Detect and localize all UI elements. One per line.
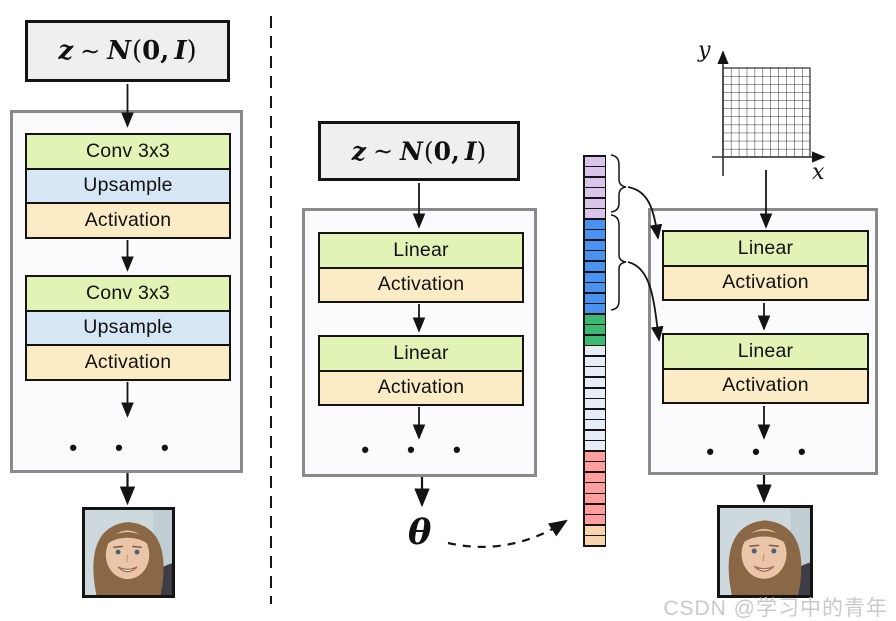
face-illustration	[720, 508, 810, 595]
generated-face-image-left	[82, 507, 175, 598]
vector-cell-blue	[584, 230, 605, 240]
mlp-block-group-2: Linear Activation	[662, 333, 869, 404]
paren-close: )	[476, 136, 487, 166]
generated-face-image-right	[717, 505, 813, 598]
vector-cell-blue	[584, 240, 605, 250]
face-illustration	[85, 510, 172, 595]
conv-block-group-1: Conv 3x3 Upsample Activation	[25, 133, 231, 239]
vector-cell-pale-blue	[584, 430, 605, 440]
ellipsis-middle: • • •	[361, 437, 477, 462]
vector-cell-salmon	[584, 515, 605, 525]
conv-block-group-2: Conv 3x3 Upsample Activation	[25, 275, 231, 381]
upsample-layer: Upsample	[27, 309, 229, 344]
vector-cell-purple	[584, 156, 605, 166]
comma: ,	[451, 136, 460, 166]
vector-cell-blue	[584, 304, 605, 314]
identity-symbol: I	[464, 136, 477, 166]
activation-layer: Activation	[27, 202, 229, 237]
activation-layer: Activation	[320, 369, 522, 404]
vector-cell-salmon	[584, 472, 605, 482]
latent-sample-box-left: z ∼ N(0, I)	[25, 20, 230, 82]
tilde-symbol: ∼	[80, 37, 101, 65]
conv-layer: Conv 3x3	[27, 277, 229, 310]
vector-cell-pale-blue	[584, 346, 605, 356]
vector-cell-pale-blue	[584, 388, 605, 398]
vector-cell-salmon	[584, 504, 605, 514]
z-symbol: z	[58, 36, 74, 66]
vector-cell-pale-blue	[584, 377, 605, 388]
activation-layer: Activation	[27, 344, 229, 379]
weight-vector	[583, 155, 606, 547]
vector-cell-blue	[584, 283, 605, 293]
csdn-watermark: CSDN @学习中的青年	[663, 597, 888, 620]
y-axis-label: y	[698, 38, 711, 63]
vector-cell-blue	[584, 261, 605, 272]
vector-cell-pale-blue	[584, 409, 605, 419]
linear-layer: Linear	[664, 335, 867, 368]
vector-cell-peach	[584, 525, 605, 535]
vector-cell-blue	[584, 251, 605, 261]
paren-open: (	[423, 136, 434, 166]
theta-symbol: θ	[408, 512, 432, 553]
vector-cell-peach	[584, 536, 605, 546]
ellipsis-right: • • •	[706, 439, 822, 464]
linear-layer: Linear	[664, 232, 867, 265]
brace-weights-layer1	[610, 154, 627, 213]
activation-layer: Activation	[320, 266, 522, 301]
comma: ,	[160, 36, 170, 66]
zero-symbol: 0	[142, 36, 161, 66]
zero-symbol: 0	[433, 136, 452, 166]
vector-cell-pale-blue	[584, 441, 605, 451]
activation-layer: Activation	[664, 264, 867, 299]
paren-close: )	[186, 36, 197, 66]
identity-symbol: I	[174, 36, 187, 66]
vector-cell-salmon	[584, 451, 605, 461]
vector-cell-green	[584, 335, 605, 345]
x-axis-label: x	[812, 160, 825, 185]
linear-layer: Linear	[320, 337, 522, 370]
linear-layer: Linear	[320, 234, 522, 267]
vector-cell-blue	[584, 219, 605, 229]
vector-cell-pale-blue	[584, 367, 605, 377]
vector-cell-purple	[584, 177, 605, 187]
tilde-symbol: ∼	[372, 137, 394, 165]
vector-cell-green	[584, 314, 605, 324]
vector-cell-blue	[584, 293, 605, 303]
hyper-block-group-2: Linear Activation	[318, 335, 524, 406]
latent-sample-box-middle: z ∼ N(0, I)	[318, 121, 520, 181]
vector-cell-purple	[584, 209, 605, 219]
vector-cell-salmon	[584, 483, 605, 493]
normal-dist-symbol: N	[107, 36, 131, 66]
vector-cell-purple	[584, 167, 605, 177]
vector-cell-purple	[584, 188, 605, 198]
mlp-block-group-1: Linear Activation	[662, 230, 869, 301]
arrow-theta-to-weight-vector	[447, 519, 568, 548]
vector-cell-pale-blue	[584, 399, 605, 409]
vector-cell-pale-blue	[584, 420, 605, 430]
activation-layer: Activation	[664, 367, 867, 402]
paren-open: (	[132, 36, 143, 66]
coordinate-grid	[722, 67, 811, 158]
vector-cell-salmon	[584, 494, 605, 504]
vector-cell-green	[584, 325, 605, 335]
vector-cell-purple	[584, 198, 605, 208]
z-symbol: z	[351, 136, 366, 166]
hyper-block-group-1: Linear Activation	[318, 232, 524, 303]
upsample-layer: Upsample	[27, 167, 229, 202]
vector-cell-salmon	[584, 462, 605, 472]
normal-dist-symbol: N	[400, 136, 423, 166]
conv-layer: Conv 3x3	[27, 135, 229, 168]
vector-cell-pale-blue	[584, 356, 605, 366]
brace-weights-layer2	[610, 214, 627, 311]
vector-cell-blue	[584, 272, 605, 282]
ellipsis-left: • • •	[69, 435, 185, 460]
